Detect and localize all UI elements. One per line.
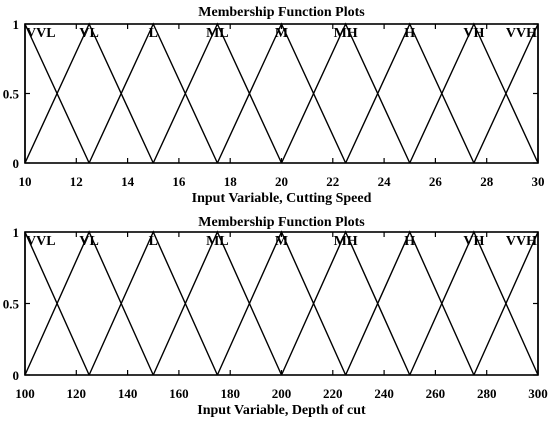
mf-label-vh: VH [463,26,484,41]
mf-label-mh: MH [334,26,358,41]
y-tick-label: 0.5 [3,87,20,102]
mf-label-m: M [275,234,288,249]
mf-line-m [216,22,347,164]
mf-line-vvl [24,23,90,164]
mf-line-vh [409,22,539,164]
x-tick-label: 240 [374,386,394,401]
mf-line-mh [280,230,411,376]
chart-panel-2: Membership Function Plots 100 120 140 160 180… [3,215,548,418]
mf-line-m [216,230,347,376]
mf-line-vvl [24,231,90,376]
mf-label-mh: MH [334,234,358,249]
mf-line-h [344,230,475,376]
x-tick-label: 26 [429,174,443,189]
mf-line-vvh [473,231,539,376]
mf-label-ml: ML [206,26,229,41]
x-tick-label: 300 [528,386,548,401]
mf-label-vl: VL [79,234,98,249]
x-tick-label: 28 [480,174,494,189]
y-tick-label: 0 [13,156,20,171]
x-axis-label: Input Variable, Depth of cut [197,403,366,418]
y-tick-label: 0.5 [3,297,20,312]
mf-label-l: L [149,234,158,249]
mf-label-m: M [275,26,288,41]
mf-line-l [88,22,219,164]
x-tick-label: 220 [323,386,343,401]
mf-label-h: H [404,234,415,249]
x-axis-label: Input Variable, Cutting Speed [192,191,372,206]
chart-title: Membership Function Plots [198,5,365,20]
x-tick-label: 140 [118,386,138,401]
mf-line-h [344,22,475,164]
x-tick-label: 24 [378,174,392,189]
x-tick-label: 180 [220,386,240,401]
x-tick-label: 22 [326,174,339,189]
mf-label-vvl: VVL [26,234,56,249]
y-tick-label: 1 [13,225,20,240]
chart-title: Membership Function Plots [198,215,365,230]
mf-label-vvh: VVH [506,26,537,41]
y-tick-label: 0 [13,368,20,383]
mf-line-ml [152,230,283,376]
mf-label-ml: ML [206,234,229,249]
x-tick-label: 18 [224,174,238,189]
x-tick-label: 260 [426,386,446,401]
plot-frame [24,231,539,376]
x-tick-label: 100 [15,386,35,401]
mf-line-vl [24,230,154,376]
x-tick-label: 280 [477,386,497,401]
x-tick-label: 20 [275,174,288,189]
mf-label-vvh: VVH [506,234,537,249]
mf-line-vl [24,22,154,164]
mf-label-vh: VH [463,234,484,249]
x-tick-label: 160 [169,386,189,401]
mf-label-vl: VL [79,26,98,41]
mf-line-l [88,230,219,376]
x-tick-label: 12 [70,174,83,189]
x-tick-label: 200 [272,386,292,401]
mf-label-h: H [404,26,415,41]
x-tick-label: 30 [532,174,545,189]
plot-frame [24,23,539,164]
mf-line-vvh [473,23,539,164]
mf-line-ml [152,22,283,164]
mf-line-vh [409,230,539,376]
mf-line-mh [280,22,411,164]
x-tick-label: 14 [121,174,135,189]
x-tick-label: 16 [172,174,186,189]
x-tick-label: 10 [19,174,32,189]
x-tick-label: 120 [67,386,87,401]
mf-label-l: L [149,26,158,41]
mf-label-vvl: VVL [26,26,56,41]
y-tick-label: 1 [13,17,20,32]
